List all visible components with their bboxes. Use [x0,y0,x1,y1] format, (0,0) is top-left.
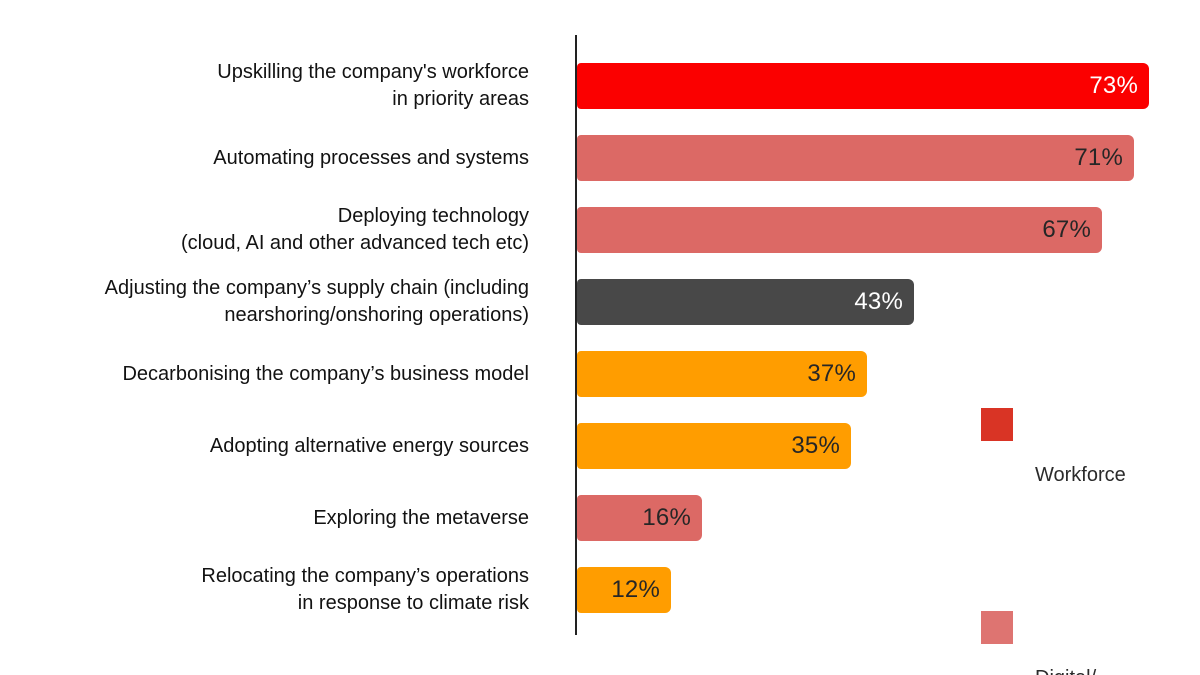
category-label-line: Adjusting the company’s supply chain (in… [104,277,529,299]
bar-value-label: 73% [1089,72,1138,99]
bar-value-label: 43% [854,288,903,315]
category-label-line: Adopting alternative energy sources [209,434,529,457]
category-label-line: (cloud, AI and other advanced tech etc) [181,232,529,254]
chart-row: Exploring the metaverse 16% [0,482,1200,554]
legend-label: Workforce [1035,464,1126,486]
bar-track: 67% [577,207,1200,253]
chart-plot-area: Upskilling the company's workforce in pr… [0,50,1200,626]
category-label-line: Upskilling the company's workforce [217,61,529,83]
chart-row: Relocating the company’s operations in r… [0,554,1200,626]
bar: 12% [577,567,671,613]
chart-row: Adopting alternative energy sources 35% [0,410,1200,482]
category-label: Automating processes and systems [0,145,545,172]
bar-track: 37% [577,351,1200,397]
category-label: Exploring the metaverse [0,505,545,532]
legend-item-digital-technology: Digital/ Technology [981,611,1136,675]
bar: 16% [577,495,702,541]
category-label-line: Relocating the company’s operations [201,565,529,587]
category-label-line: in priority areas [392,88,529,110]
legend-swatch-workforce [981,408,1013,441]
bar-track: 73% [577,63,1200,109]
bar: 43% [577,279,914,325]
legend: Workforce Digital/ Technology Supply Cha… [981,408,1136,675]
category-label: Adopting alternative energy sources [0,433,545,460]
bar: 73% [577,63,1149,109]
y-axis-line [575,35,577,635]
category-label-line: Deploying technology [337,205,529,227]
bar-value-label: 71% [1074,144,1123,171]
bar: 37% [577,351,867,397]
legend-label: Digital/ Technology [1035,611,1136,675]
chart-row: Deploying technology (cloud, AI and othe… [0,194,1200,266]
legend-swatch-digital-technology [981,611,1013,644]
category-label-line: Decarbonising the company’s business mod… [122,362,529,385]
bar-track: 71% [577,135,1200,181]
bar-value-label: 12% [611,576,660,603]
chart-row: Automating processes and systems 71% [0,122,1200,194]
category-label: Relocating the company’s operations in r… [0,563,545,617]
bar-value-label: 35% [791,432,840,459]
bar-value-label: 37% [807,360,856,387]
bar-value-label: 67% [1042,216,1091,243]
bar: 35% [577,423,851,469]
chart-row: Adjusting the company’s supply chain (in… [0,266,1200,338]
bar: 67% [577,207,1102,253]
category-label-line: Automating processes and systems [213,146,529,169]
chart-row: Decarbonising the company’s business mod… [0,338,1200,410]
bar-track: 43% [577,279,1200,325]
legend-item-workforce: Workforce [981,408,1136,597]
chart-row: Upskilling the company's workforce in pr… [0,50,1200,122]
category-label: Upskilling the company's workforce in pr… [0,59,545,113]
bar-track: 35% [577,423,1200,469]
category-label-line: nearshoring/onshoring operations) [224,304,529,326]
bar-value-label: 16% [642,504,691,531]
bar: 71% [577,135,1134,181]
category-label: Adjusting the company’s supply chain (in… [0,275,545,329]
category-label-line: Exploring the metaverse [313,506,529,529]
bar-track: 12% [577,567,1200,613]
category-label: Deploying technology (cloud, AI and othe… [0,203,545,257]
bar-track: 16% [577,495,1200,541]
category-label-line: in response to climate risk [297,592,529,614]
category-label: Decarbonising the company’s business mod… [0,361,545,388]
